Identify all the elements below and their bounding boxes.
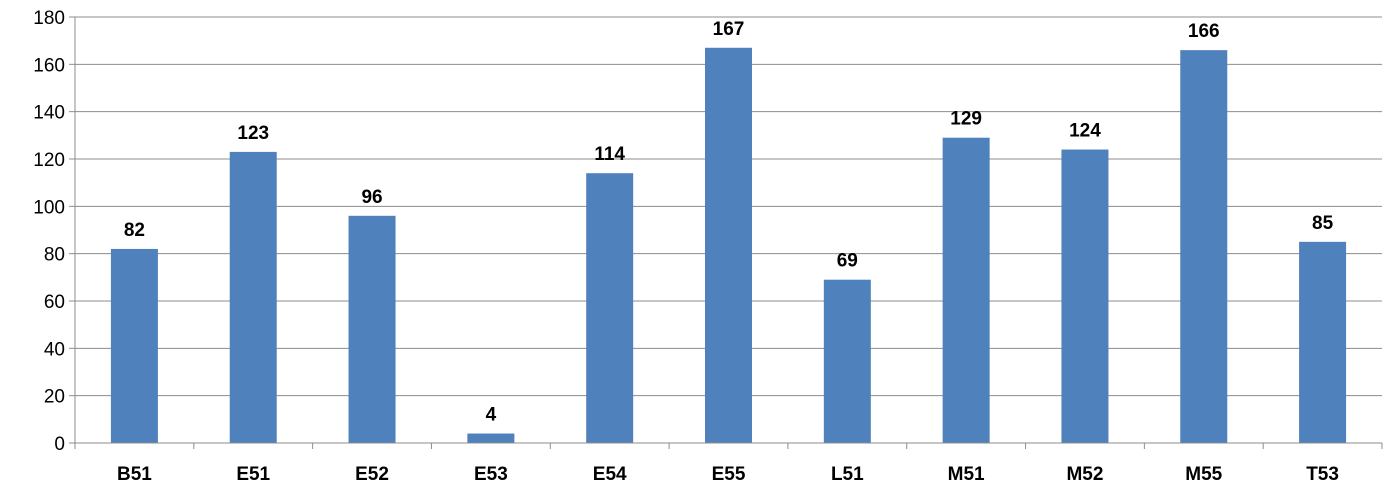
data-label-m55: 166 xyxy=(1188,21,1220,42)
x-category-label-m55: M55 xyxy=(1185,464,1222,485)
bar-m55 xyxy=(1180,50,1227,443)
y-tick-label: 40 xyxy=(44,339,65,360)
data-label-e54: 114 xyxy=(594,144,625,165)
bar-e54 xyxy=(586,173,633,443)
bar-e51 xyxy=(230,152,277,443)
x-category-label-e51: E51 xyxy=(236,464,270,485)
bar-e55 xyxy=(705,48,752,443)
y-tick-label: 140 xyxy=(33,103,65,124)
x-category-label-e55: E55 xyxy=(712,464,746,485)
bar-e53 xyxy=(467,434,514,443)
data-label-m51: 129 xyxy=(950,109,982,130)
data-label-b51: 82 xyxy=(124,220,145,241)
y-tick-label: 160 xyxy=(33,55,65,76)
data-label-e51: 123 xyxy=(237,123,269,144)
y-tick-label: 80 xyxy=(44,245,65,266)
x-axis-category-labels: B51 E51 E52 E53 E54 E55 L51 M51 M52 M55 T53 xyxy=(117,464,1339,485)
bar-b51 xyxy=(111,249,158,443)
data-label-m52: 124 xyxy=(1069,121,1101,142)
y-tick-label: 60 xyxy=(44,292,65,313)
x-category-label-l51: L51 xyxy=(831,464,864,485)
y-tick-label: 180 xyxy=(33,8,65,29)
y-tick-label: 0 xyxy=(54,434,65,455)
data-label-e55: 167 xyxy=(713,19,745,40)
x-category-label-e53: E53 xyxy=(474,464,508,485)
y-tick-label: 20 xyxy=(44,387,65,408)
y-tick-label: 120 xyxy=(33,150,65,171)
data-label-l51: 69 xyxy=(837,251,858,272)
data-label-e53: 4 xyxy=(486,405,497,426)
bar-e52 xyxy=(349,216,396,443)
bar-t53 xyxy=(1299,242,1346,443)
data-label-t53: 85 xyxy=(1312,213,1334,234)
y-tick-label: 100 xyxy=(33,197,65,218)
bar-l51 xyxy=(824,280,871,443)
bar-m52 xyxy=(1061,150,1108,443)
x-category-label-e54: E54 xyxy=(593,464,627,485)
y-axis-tick-labels: 0 20 40 60 80 100 120 140 160 180 xyxy=(33,8,65,455)
x-category-label-b51: B51 xyxy=(117,464,152,485)
bar-m51 xyxy=(943,138,990,443)
bars xyxy=(111,48,1346,443)
x-category-label-m51: M51 xyxy=(948,464,985,485)
x-category-label-e52: E52 xyxy=(355,464,389,485)
x-category-label-t53: T53 xyxy=(1306,464,1339,485)
data-label-e52: 96 xyxy=(361,187,382,208)
x-category-label-m52: M52 xyxy=(1066,464,1103,485)
